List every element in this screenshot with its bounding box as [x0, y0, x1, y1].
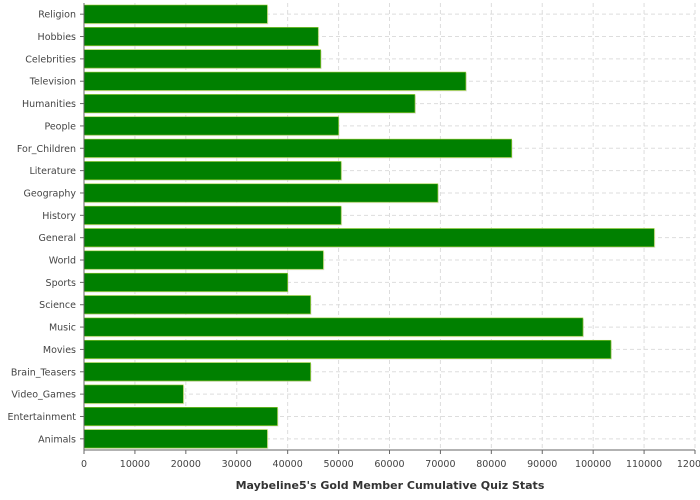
bar — [83, 339, 612, 359]
bar — [83, 4, 268, 24]
axis-layer — [80, 3, 696, 454]
y-tick-label: Religion — [38, 10, 76, 21]
y-tick-label: Video_Games — [11, 390, 76, 401]
x-tick-label: 100000 — [575, 459, 611, 470]
bar — [83, 317, 584, 337]
bar — [83, 71, 467, 91]
x-tick-label: 20000 — [171, 459, 201, 470]
bar — [83, 161, 342, 181]
y-tick-label: World — [49, 256, 76, 267]
bar — [83, 228, 655, 248]
bar — [83, 362, 311, 382]
bar — [83, 138, 513, 158]
x-tick-label: 40000 — [273, 459, 303, 470]
x-tick-label: 70000 — [425, 459, 455, 470]
bar — [83, 183, 439, 203]
bar — [83, 27, 319, 46]
y-tick-label: Geography — [24, 188, 77, 199]
bar — [83, 429, 268, 449]
y-tick-label: Music — [49, 323, 76, 334]
x-tick-label: 10000 — [120, 459, 150, 470]
bar — [83, 94, 416, 114]
x-tick-label: 50000 — [323, 459, 353, 470]
y-tick-label: General — [39, 233, 76, 244]
x-tick-label: 110000 — [626, 459, 662, 470]
bar — [83, 295, 311, 315]
bars-layer — [83, 4, 656, 449]
y-tick-label: Animals — [38, 434, 76, 445]
y-tick-label: Literature — [29, 166, 76, 177]
y-tick-label: Brain_Teasers — [11, 367, 76, 378]
y-tick-label: History — [42, 211, 76, 222]
grid-layer — [84, 3, 696, 450]
x-tick-label: 0 — [81, 459, 87, 470]
y-tick-label: Movies — [43, 345, 76, 356]
y-tick-label: Entertainment — [7, 412, 76, 423]
x-tick-label: 60000 — [374, 459, 404, 470]
y-tick-label: Humanities — [22, 99, 76, 110]
y-tick-label: Science — [39, 300, 76, 311]
x-tick-label: 120000 — [677, 459, 700, 470]
y-tick-label: Sports — [46, 278, 77, 289]
bar — [83, 384, 184, 404]
x-tick-label: 90000 — [527, 459, 557, 470]
bar — [83, 116, 339, 136]
bar — [83, 49, 322, 69]
labels-layer: Religion Hobbies Celebrities Television Huma… — [7, 10, 700, 470]
bar — [83, 272, 288, 292]
x-tick-label: 30000 — [222, 459, 252, 470]
y-tick-label: For_Children — [17, 144, 76, 155]
bar — [83, 205, 342, 225]
bar — [83, 250, 324, 270]
y-tick-label: Celebrities — [25, 54, 76, 65]
x-axis-title: Maybeline5's Gold Member Cumulative Quiz… — [236, 479, 545, 492]
y-tick-label: Television — [29, 77, 76, 88]
x-tick-label: 80000 — [476, 459, 506, 470]
bar — [83, 407, 278, 426]
y-tick-label: People — [44, 121, 76, 132]
y-tick-label: Hobbies — [38, 32, 77, 43]
